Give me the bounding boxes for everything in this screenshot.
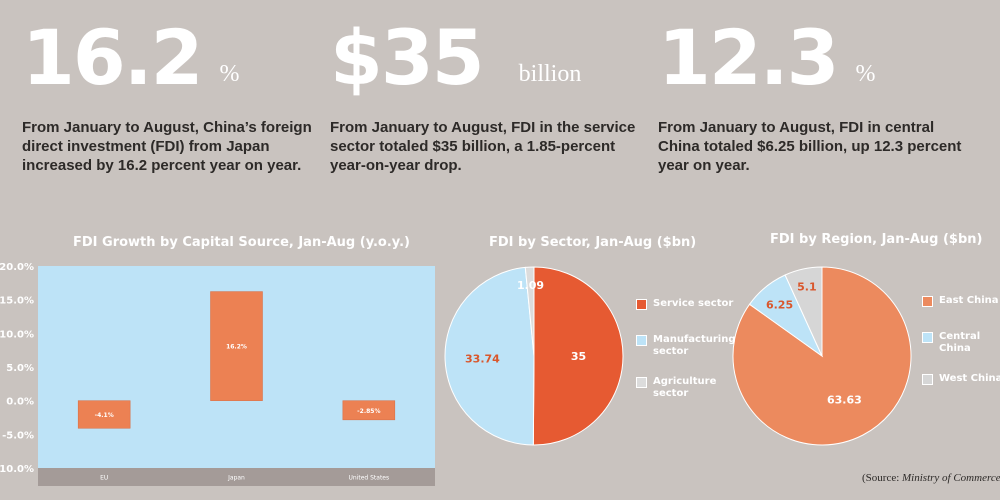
stat-japan-unit: % (219, 61, 240, 87)
y-tick-label: 0.0% (6, 397, 34, 408)
x-category-label: Japan (227, 475, 245, 482)
stat-central-value: 12.3 (658, 13, 840, 102)
bar (342, 400, 396, 421)
stat-japan-value: 16.2 (22, 13, 204, 102)
stat-service-description: From January to August, FDI in the servi… (330, 119, 636, 174)
bar-data-label: 16.2% (226, 344, 247, 351)
legend-swatch (922, 332, 933, 343)
sector-pie-title: FDI by Sector, Jan-Aug ($bn) (489, 235, 697, 250)
legend-swatch (922, 296, 933, 307)
pie-slice (532, 266, 624, 446)
legend-item-agriculture: Agriculture sector (636, 376, 716, 400)
stat-japan: 16.2% (22, 18, 240, 98)
legend-swatch (636, 299, 647, 310)
sector-legend: Service sector Manufacturing sector Agri… (636, 298, 736, 400)
legend-item-central: Central China (922, 331, 984, 355)
y-tick-label: 5.0% (6, 363, 34, 374)
legend-label: Central China (939, 331, 981, 354)
source-note: (Source: Ministry of Commerce) (862, 472, 1000, 484)
legend-label: East China (939, 295, 999, 306)
x-category-label: EU (100, 475, 108, 482)
pie-data-label: 1.09 (517, 279, 544, 292)
legend-label: West China (939, 373, 1000, 384)
pie-data-label: 6.25 (766, 298, 793, 311)
sector-pie-chart: 35 33.74 1.09 (444, 266, 624, 446)
legend-item-west: West China (922, 373, 1000, 385)
legend-label: Service sector (653, 298, 734, 309)
y-tick-label: -5.0% (2, 430, 34, 441)
pie-slice (524, 266, 535, 357)
stat-service-unit: billion (518, 61, 582, 87)
y-tick-label: 15.0% (0, 296, 34, 307)
y-tick-label: 10.0% (0, 329, 34, 340)
legend-label: Manufacturing sector (653, 334, 736, 357)
pie-slice (444, 266, 535, 446)
stat-central-unit: % (855, 61, 876, 87)
region-legend: East China Central China West China (922, 295, 1000, 385)
stat-service-value: $35 (330, 13, 485, 102)
pie-data-label: 5.1 (797, 280, 817, 293)
legend-swatch (636, 377, 647, 388)
legend-swatch (922, 374, 933, 385)
stat-central: 12.3% (658, 18, 876, 98)
bar (210, 291, 263, 401)
bar-data-label: -2.85% (357, 408, 380, 415)
legend-item-manufacturing: Manufacturing sector (636, 334, 736, 358)
x-axis-band (38, 468, 435, 486)
bar (77, 400, 131, 429)
legend-label: Agriculture sector (653, 376, 717, 399)
x-category-label: United States (349, 475, 390, 482)
legend-item-service: Service sector (636, 298, 733, 310)
region-pie-chart: 63.63 6.25 5.1 (732, 266, 912, 446)
source-name: Ministry of Commerce (902, 472, 1000, 484)
stat-service: $35 billion (330, 18, 581, 98)
pie-data-label: 63.63 (827, 394, 862, 407)
bar-chart-title: FDI Growth by Capital Source, Jan-Aug (y… (73, 235, 410, 250)
pie-data-label: 35 (571, 350, 586, 363)
y-tick-label: 20.0% (0, 262, 34, 273)
pie-data-label: 33.74 (465, 352, 500, 365)
source-prefix: (Source: (862, 472, 903, 484)
bar-data-label: -4.1% (95, 412, 114, 419)
y-tick-label: -10.0% (0, 464, 34, 475)
bar-chart: 20.0% 15.0% 10.0% 5.0% 0.0% -5.0% -10.0% -4.1% E… (0, 262, 435, 486)
legend-swatch (636, 335, 647, 346)
stat-japan-description: From January to August, China’s foreign … (22, 119, 312, 174)
region-pie-title: FDI by Region, Jan-Aug ($bn) (770, 232, 983, 247)
pie-slice (784, 266, 823, 357)
stat-central-description: From January to August, FDI in central C… (658, 119, 962, 174)
legend-item-east: East China (922, 295, 1000, 307)
